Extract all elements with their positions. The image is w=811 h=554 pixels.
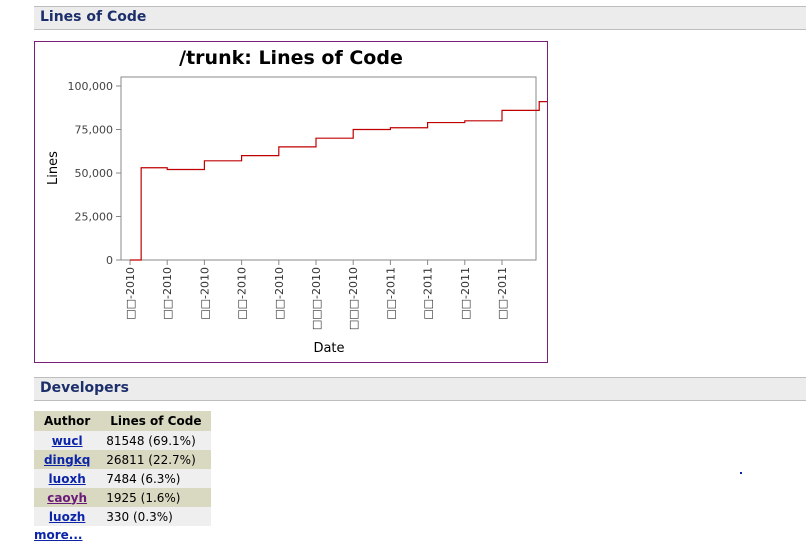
x-tick-label: □□-2010 [161, 267, 174, 320]
y-tick-label: 75,000 [75, 124, 114, 137]
x-axis: □□-2010 □□-2010 □□-2010 □□-2010 □□-2010 □□□-2… [124, 260, 509, 330]
column-header-loc: Lines of Code [100, 411, 212, 431]
author-link-luoxh[interactable]: luoxh [48, 471, 86, 486]
developers-table: Author Lines of Code wucl 81548 (69.1%) … [34, 411, 212, 526]
column-header-author: Author [34, 411, 101, 431]
series-line [130, 101, 547, 261]
x-tick-label: □□-2010 [273, 267, 286, 320]
table-row: wucl 81548 (69.1%) [34, 431, 212, 450]
y-tick-label: 25,000 [75, 211, 114, 224]
author-link-dingkq[interactable]: dingkq [43, 452, 91, 467]
x-axis-label: Date [313, 341, 344, 356]
loc-chart: /trunk: Lines of Code 0 25,000 50,000 75,00… [34, 41, 548, 363]
y-axis-label: Lines [46, 151, 61, 185]
author-link-wucl[interactable]: wucl [51, 433, 83, 448]
y-axis: 0 25,000 50,000 75,000 100,000 [68, 80, 121, 267]
chart-title: /trunk: Lines of Code [179, 47, 403, 69]
loc-chart-svg: /trunk: Lines of Code 0 25,000 50,000 75,00… [46, 47, 547, 356]
y-tick-label: 50,000 [75, 167, 114, 180]
table-row: luoxh 7484 (6.3%) [34, 469, 212, 488]
author-link-luozh[interactable]: luozh [48, 509, 86, 524]
loc-cell: 1925 (1.6%) [100, 488, 212, 507]
x-tick-label: □□-2011 [459, 267, 472, 320]
section-header-lines-of-code: Lines of Code [34, 6, 806, 30]
author-link-caoyh[interactable]: caoyh [47, 490, 88, 505]
y-tick-label: 100,000 [68, 80, 114, 93]
x-tick-label: □□□-2010 [310, 267, 323, 330]
loc-cell: 7484 (6.3%) [100, 469, 212, 488]
x-tick-label: □□-2011 [384, 267, 397, 320]
section-title: Lines of Code [40, 9, 147, 25]
loc-cell: 330 (0.3%) [100, 507, 212, 526]
table-row: dingkq 26811 (22.7%) [34, 450, 212, 469]
x-tick-label: □□-2011 [422, 267, 435, 320]
stray-dot [740, 472, 742, 474]
table-row: caoyh 1925 (1.6%) [34, 488, 212, 507]
section-header-developers: Developers [34, 377, 806, 401]
loc-cell: 26811 (22.7%) [100, 450, 212, 469]
x-tick-label: □□□-2010 [347, 267, 360, 330]
x-tick-label: □□-2010 [236, 267, 249, 320]
y-tick-label: 0 [106, 254, 113, 267]
plot-area [120, 76, 537, 261]
table-header-row: Author Lines of Code [34, 411, 212, 431]
loc-cell: 81548 (69.1%) [100, 431, 212, 450]
x-tick-label: □□-2010 [198, 267, 211, 320]
section-title: Developers [40, 380, 129, 396]
more-developers-link[interactable]: more... [34, 528, 83, 542]
table-row: luozh 330 (0.3%) [34, 507, 212, 526]
x-tick-label: □□-2011 [496, 267, 509, 320]
x-tick-label: □□-2010 [124, 267, 137, 320]
